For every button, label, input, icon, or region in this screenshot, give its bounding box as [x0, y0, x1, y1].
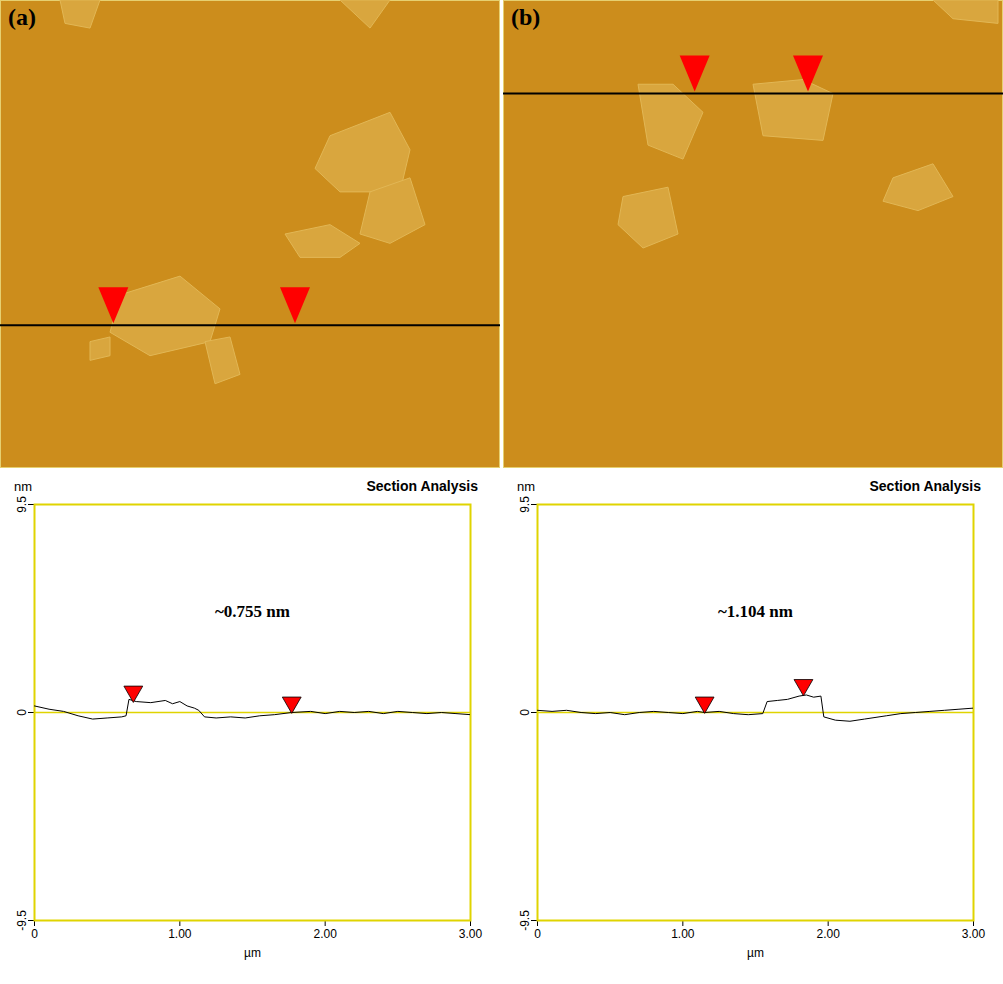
html-text:nm: nm	[517, 479, 536, 494]
svg-text:~0.755 nm: ~0.755 nm	[215, 602, 290, 621]
svg-text:0: 0	[31, 927, 38, 941]
html-text:(b): (b)	[511, 4, 541, 30]
svg-text:1.00: 1.00	[671, 927, 695, 941]
svg-text:-9.5: -9.5	[518, 910, 532, 931]
svg-text:9.5: 9.5	[15, 496, 29, 513]
svg-text:1.00: 1.00	[168, 927, 192, 941]
svg-text:2.00: 2.00	[313, 927, 337, 941]
html-text:Section Analysis: Section Analysis	[366, 478, 478, 494]
html-text:Section Analysis: Section Analysis	[869, 478, 981, 494]
svg-text:µm: µm	[747, 946, 764, 960]
svg-text:2.00: 2.00	[816, 927, 840, 941]
svg-text:0: 0	[518, 709, 532, 716]
svg-text:0: 0	[534, 927, 541, 941]
svg-text:9.5: 9.5	[518, 496, 532, 513]
html-text:nm: nm	[14, 479, 33, 494]
html-text:(a): (a)	[8, 4, 36, 30]
svg-text:3.00: 3.00	[962, 927, 986, 941]
svg-text:~1.104 nm: ~1.104 nm	[718, 602, 793, 621]
svg-text:0: 0	[15, 709, 29, 716]
svg-text:µm: µm	[244, 946, 261, 960]
svg-text:3.00: 3.00	[459, 927, 483, 941]
svg-text:-9.5: -9.5	[15, 910, 29, 931]
